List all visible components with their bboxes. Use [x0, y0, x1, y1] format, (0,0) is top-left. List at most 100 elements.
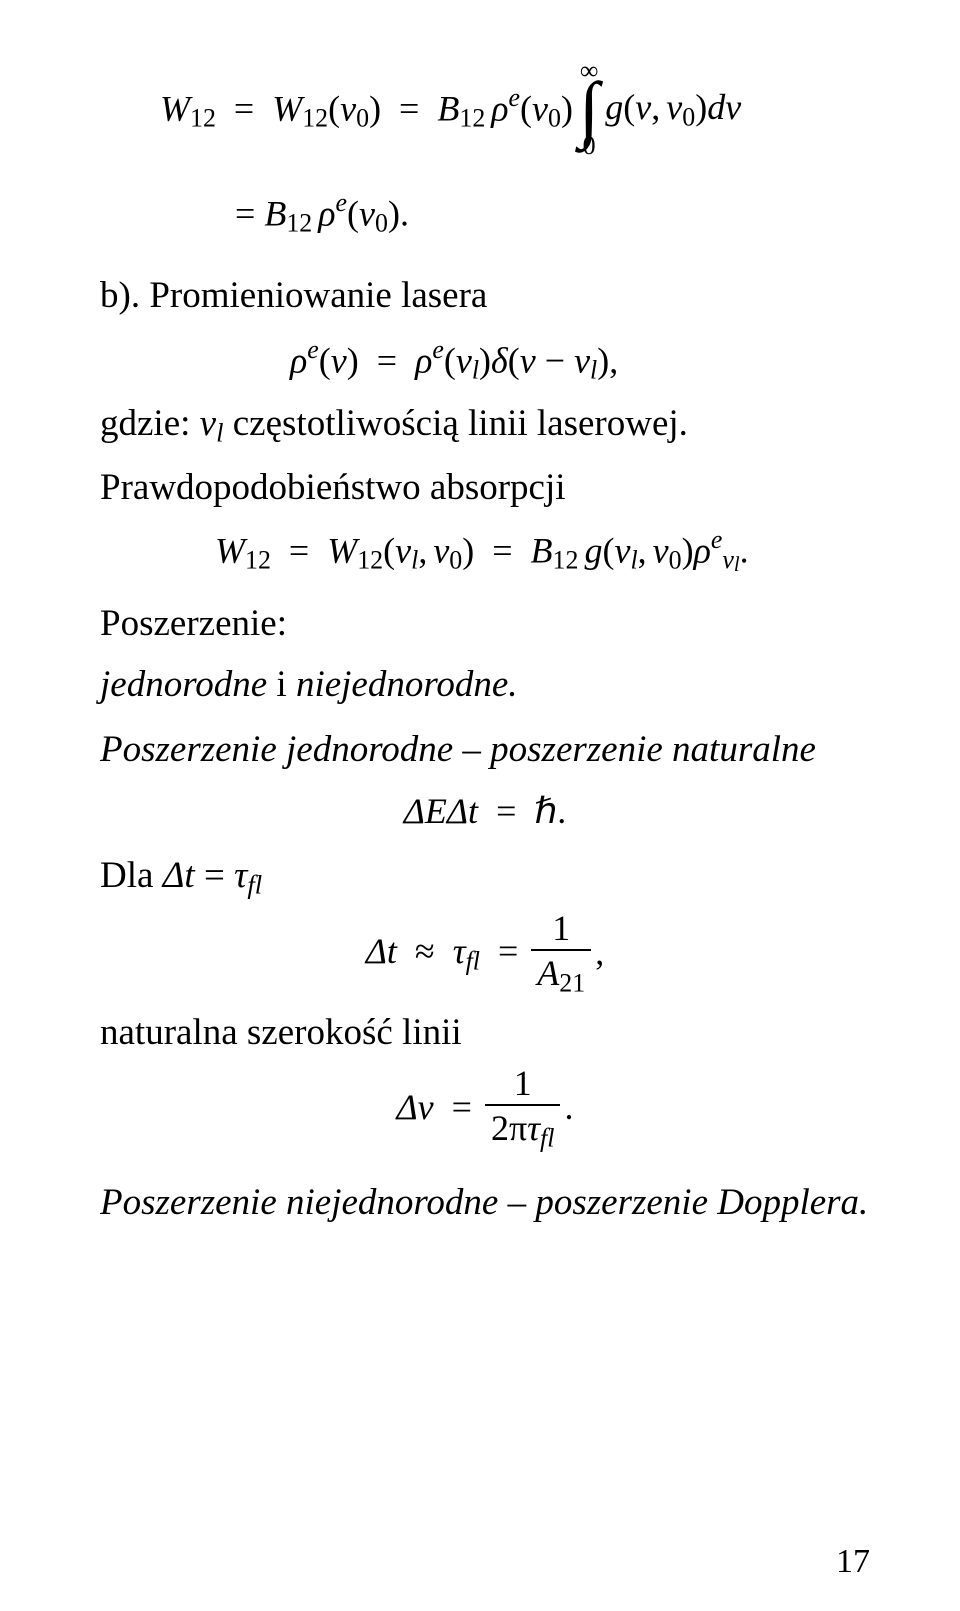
eq3-d-arg1: ν — [520, 340, 536, 380]
eq6-dt: Δt — [366, 931, 397, 971]
eq6-approx: ≈ — [415, 931, 435, 971]
eq3-rho-sup: e — [307, 335, 319, 364]
equation-dt-tau: Δt ≈ τfl = 1 A21 , — [100, 910, 870, 997]
eq7-den-tau-sub: fl — [540, 1124, 554, 1153]
dla-tau-sub: fl — [247, 870, 262, 900]
eq1-rho: ρ — [491, 88, 508, 128]
eq7-dnu: Δν — [397, 1087, 434, 1127]
eq4-rho-sup: e — [711, 525, 723, 554]
nat-label: naturalna szerokość linii — [100, 1005, 870, 1061]
eq4-W2-a2-sub: 0 — [449, 545, 462, 574]
eq1-B-sub: 12 — [459, 104, 485, 133]
abs-label: Prawdopodobieństwo absorpcji — [100, 460, 870, 516]
eq7-den-tau: τ — [527, 1108, 540, 1148]
eq6-frac: 1 A21 — [531, 910, 591, 997]
gdzie-nu: ν — [200, 403, 216, 444]
eq2-arg-nu: ν — [359, 193, 375, 233]
eq4-g-a1-nu: ν — [614, 530, 630, 570]
eq4-W2-a2-nu: ν — [433, 530, 449, 570]
eq1-W2-arg-sub: 0 — [356, 104, 369, 133]
eq1-W2: W — [272, 88, 302, 128]
integral-symbol: ∞ ∫ 0 — [579, 58, 599, 159]
eq4-W2-a1-nu: ν — [395, 530, 411, 570]
part-b-label: b). Promieniowanie lasera — [100, 268, 870, 324]
equation-w12-integral: W12 = W12(ν0) = B12ρe(ν0) ∞ ∫ 0 g(ν,ν0)d… — [100, 58, 870, 159]
equation-dnu: Δν = 1 2πτfl . — [100, 1065, 870, 1152]
page-number: 17 — [836, 1543, 870, 1581]
jedno-line: jednorodne i niejednorodne. — [100, 657, 870, 713]
eq2-arg-sub: 0 — [375, 209, 388, 238]
eq1-g-arg2-nu: ν — [666, 87, 682, 127]
eq7-frac: 1 2πτfl — [485, 1065, 560, 1152]
eq4-rho: ρ — [694, 530, 711, 570]
dla-tau: τ — [234, 855, 247, 896]
eq1-g: g — [605, 87, 623, 127]
eq5-period: . — [557, 791, 566, 831]
eq2-rho-sup: e — [336, 188, 348, 217]
eq6-tau-sub: fl — [466, 947, 480, 976]
eq1-W1-sub: 12 — [190, 104, 216, 133]
eq7-eq: = — [452, 1087, 472, 1127]
eq3-rhs-rho: ρ — [415, 340, 432, 380]
eq2-B-sub: 12 — [286, 209, 312, 238]
eq1-W1: W — [160, 88, 190, 128]
eq6-tau: τ — [453, 931, 466, 971]
eq6-num: 1 — [531, 910, 591, 950]
eq4-W2-sub: 12 — [357, 545, 383, 574]
dla-dt: Δt — [163, 855, 195, 896]
eq4-g-a2-sub: 0 — [669, 545, 682, 574]
eq4-W2: W — [327, 530, 357, 570]
eq1-B: B — [437, 88, 459, 128]
eq2-B: B — [264, 193, 286, 233]
eq1-rho-sup: e — [509, 83, 521, 112]
eq1-g-arg1: ν — [635, 87, 651, 127]
dla-eq: = — [204, 855, 225, 896]
eq6-eq: = — [498, 931, 518, 971]
eq4-W1-sub: 12 — [245, 545, 271, 574]
jedno-it2: niejednorodne. — [296, 664, 518, 705]
eq6-den-A: A — [537, 953, 559, 993]
eq3-delta: δ — [491, 340, 508, 380]
eq4-B: B — [531, 530, 553, 570]
posz-niej-label: Poszerzenie niejednorodne – poszerzenie … — [100, 1176, 870, 1230]
equation-b12-rho: = B12ρe(ν0). — [100, 183, 870, 244]
eq7-num: 1 — [485, 1065, 560, 1105]
eq4-period: . — [740, 530, 749, 570]
eq4-W2-a1-sub: l — [411, 545, 418, 574]
eq3-d-arg2-sub: l — [590, 355, 597, 384]
gdzie-nu-sub: l — [216, 418, 223, 448]
eq3-comma: , — [609, 340, 618, 380]
eq1-rho-arg-sub: 0 — [548, 104, 561, 133]
eq7-period: . — [564, 1080, 573, 1136]
eq4-rho-sub-nu: ν — [722, 545, 734, 574]
equation-rho-delta: ρe(ν) = ρe(νl)δ(ν − νl), — [100, 330, 870, 391]
eq3-rhs-arg-nu: ν — [456, 340, 472, 380]
jedno-mid: i — [267, 664, 296, 705]
gdzie-post: częstotliwością linii laserowej. — [224, 403, 688, 444]
gdzie-pre: gdzie: — [100, 403, 200, 444]
equation-uncertainty: ΔEΔt = ℏ. — [100, 784, 870, 840]
page-container: W12 = W12(ν0) = B12ρe(ν0) ∞ ∫ 0 g(ν,ν0)d… — [0, 0, 960, 1611]
eq4-B-sub: 12 — [553, 545, 579, 574]
jedno-it1: jednorodne — [100, 664, 267, 705]
eq6-comma: , — [595, 925, 604, 981]
equation-w12-bg: W12 = W12(νl,ν0) = B12g(νl,ν0)ρeνl. — [100, 520, 870, 582]
eq3-d-arg2-nu: ν — [574, 340, 590, 380]
eq1-rho-arg-nu: ν — [532, 88, 548, 128]
posz-jedno-label: Poszerzenie jednorodne – poszerzenie nat… — [100, 723, 870, 777]
eq3-rho: ρ — [290, 340, 307, 380]
eq1-W2-arg-nu: ν — [340, 88, 356, 128]
eq4-g: g — [584, 530, 602, 570]
dla-line: Dla Δt = τfl — [100, 848, 870, 906]
eq1-g-arg2-sub: 0 — [682, 102, 695, 131]
eq7-den-2pi: 2π — [491, 1108, 527, 1148]
eq3-rhs-arg-sub: l — [472, 355, 479, 384]
eq1-dnu: dν — [707, 87, 741, 127]
eq2-rho: ρ — [318, 193, 335, 233]
eq4-W1: W — [215, 530, 245, 570]
eq6-den-sub: 21 — [559, 969, 585, 998]
eq1-W2-sub: 12 — [302, 104, 328, 133]
eq4-g-a1-sub: l — [630, 545, 637, 574]
eq4-g-a2-nu: ν — [653, 530, 669, 570]
dla-pre: Dla — [100, 855, 163, 896]
